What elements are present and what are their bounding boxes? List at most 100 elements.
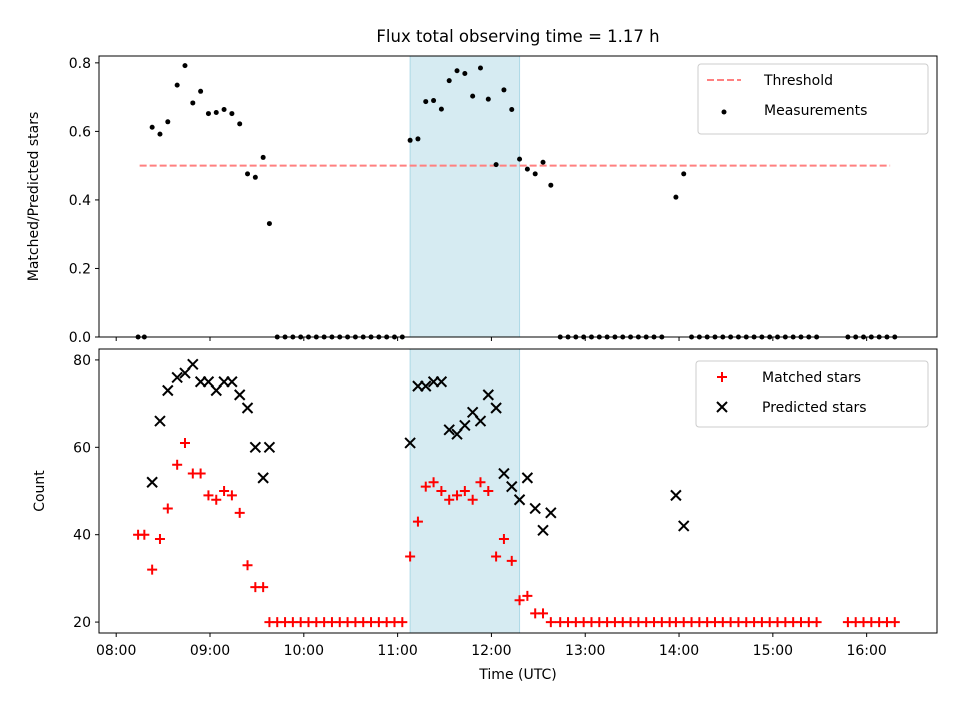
data-point [537,524,549,537]
data-point [221,106,227,112]
data-point [242,560,253,571]
data-point [226,376,238,388]
data-point [252,174,258,180]
data-point [139,529,150,540]
data-point [506,555,517,566]
data-point [493,162,499,168]
data-point [147,564,158,575]
axes-frame [98,348,938,634]
data-point [420,481,431,492]
data-point [258,582,269,593]
data-point [412,516,423,527]
data-point [538,608,549,619]
x-tick-label: 10:00 [284,643,324,659]
data-point [420,380,432,392]
data-point [190,100,196,106]
data-point [678,520,690,532]
data-point [446,78,452,84]
data-point [171,371,183,384]
data-point [203,490,214,501]
data-point [513,494,526,506]
data-point [491,551,502,562]
data-point [467,494,478,505]
legend-label: Predicted stars [762,400,867,416]
axes-frame [98,55,938,338]
data-point [485,96,491,102]
data-point [162,384,174,397]
data-point [462,70,468,76]
data-point [174,82,180,88]
legend-box [695,360,929,428]
series-matched-stars [133,437,900,628]
data-point [889,617,900,628]
series-predicted-stars [146,358,690,537]
data-point [524,166,530,172]
data-point [498,467,510,480]
legend-handle [717,372,727,382]
highlight-span [409,55,521,338]
x-tick-label: 15:00 [753,643,793,659]
legend-label: Threshold [763,73,833,89]
data-point [444,494,455,505]
data-point [182,63,188,69]
x-tick-label: 13:00 [565,643,605,659]
x-tick-label: 16:00 [846,643,886,659]
data-point [436,486,447,496]
data-point [211,494,222,505]
data-point [172,459,183,470]
data-point [234,507,245,518]
data-point [477,65,483,71]
data-point [506,480,518,493]
data-point [454,68,460,74]
data-point [213,110,219,116]
y-tick-label: 80 [73,353,91,369]
data-point [187,358,199,370]
data-point [245,171,251,177]
y-tick-label: 0.2 [69,261,91,277]
data-point [517,156,523,162]
data-point [435,376,448,388]
data-point [397,617,408,628]
x-tick-label: 09:00 [190,643,230,659]
data-point [237,121,243,127]
data-point [529,502,541,515]
data-point [545,507,557,519]
data-point [229,111,235,117]
data-point [514,595,525,606]
data-point [149,124,155,130]
data-point [475,477,486,488]
data-point [681,171,687,177]
data-point [501,87,507,93]
data-point [673,194,679,200]
bottom-panel: 20 40 60 80 08:00 09:00 10:00 11:00 12:00 13:00 14… [32,348,938,683]
data-point [540,159,546,165]
data-point [498,534,509,545]
data-point [179,437,190,448]
legend-handle [716,401,728,413]
data-point [195,468,206,479]
data-point [459,419,471,432]
data-point [474,415,487,427]
data-point [257,472,269,484]
data-point [438,106,444,112]
data-point [490,402,502,414]
data-point [483,486,494,496]
y-tick-label: 0.4 [69,193,91,209]
data-point [154,534,165,545]
x-tick-label: 14:00 [659,643,699,659]
data-point [165,119,171,125]
y-tick-label: 40 [73,528,91,544]
data-point [198,88,204,94]
legend-box [697,63,929,135]
x-tick-label: 11:00 [377,643,417,659]
data-point [404,437,416,449]
data-point [263,441,276,454]
y-axis-label: Matched/Predicted stars [26,112,42,282]
legend: Matched stars Predicted stars [695,360,929,428]
data-point [428,477,439,488]
legend-handle [721,109,727,115]
data-point [545,617,556,628]
data-point [811,617,822,628]
data-point [470,93,476,99]
